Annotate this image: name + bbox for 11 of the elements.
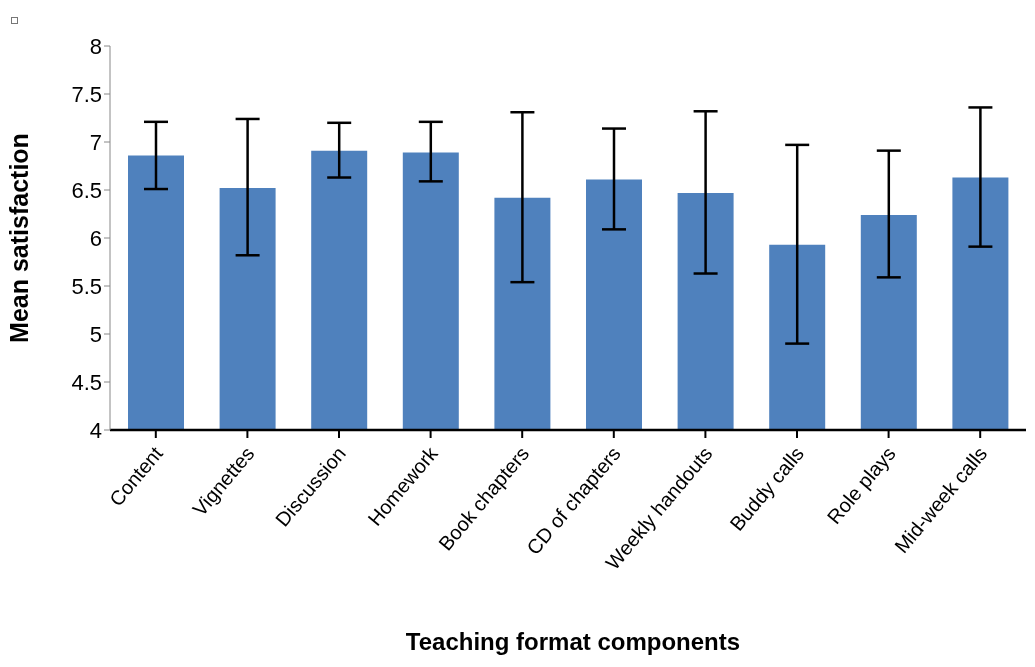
x-axis-title: Teaching format components (404, 628, 742, 656)
y-tick-label: 6 (89, 225, 102, 251)
y-tick-label: 7 (89, 129, 102, 155)
y-axis-title: Mean satisfaction (4, 133, 33, 343)
y-tick-label: 7.5 (71, 81, 102, 107)
y-tick-label: 8 (89, 33, 102, 59)
y-tick-label: 5.5 (71, 273, 102, 299)
y-tick-label: 4 (89, 417, 102, 443)
y-tick-label: 4.5 (71, 369, 102, 395)
y-tick-label: 5 (89, 321, 102, 347)
y-tick-label: 6.5 (71, 177, 102, 203)
